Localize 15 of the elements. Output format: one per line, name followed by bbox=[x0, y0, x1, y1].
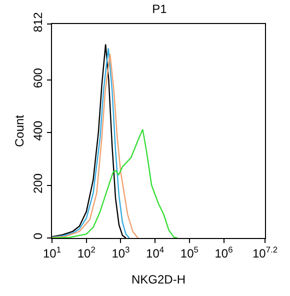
x-tick-label: 10$^{2}$ bbox=[77, 244, 96, 260]
x-tick-label: 10$^{3}$ bbox=[112, 244, 130, 260]
x-tick-label: 10$^{7.2}$ bbox=[252, 244, 278, 260]
x-tick-label: 10$^{5}$ bbox=[180, 244, 199, 260]
y-tick-label: 812 bbox=[31, 12, 46, 32]
x-tick-label: 10$^{1}$ bbox=[42, 244, 62, 260]
y-tick-label: 600 bbox=[31, 68, 46, 88]
chart-title: P1 bbox=[152, 2, 168, 16]
x-tick-label: 10$^{4}$ bbox=[146, 244, 164, 260]
y-tick-label: 0 bbox=[31, 232, 46, 240]
y-tick-label: 200 bbox=[31, 173, 46, 194]
y-axis-title: Count bbox=[12, 114, 26, 148]
x-axis-title: NKG2D-H bbox=[131, 272, 186, 286]
y-tick-label: 400 bbox=[31, 120, 46, 141]
x-tick-label: 10$^{6}$ bbox=[214, 244, 234, 260]
